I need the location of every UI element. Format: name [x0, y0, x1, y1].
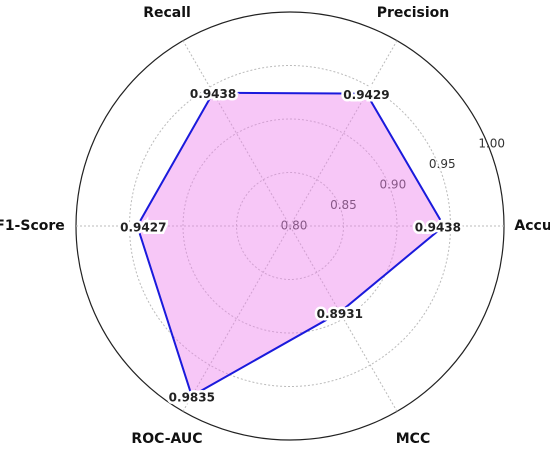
value-label: 0.9429	[343, 88, 389, 102]
r-tick-label: 0.85	[330, 198, 357, 212]
value-label: 0.9438	[415, 221, 461, 235]
r-tick-label: 0.90	[379, 178, 406, 192]
value-label: 0.9835	[169, 391, 215, 405]
value-label: 0.9427	[120, 221, 166, 235]
r-tick-label: 1.00	[478, 137, 505, 151]
category-label: F1-Score	[0, 218, 65, 234]
r-tick-label: 0.95	[429, 157, 456, 171]
r-tick-label: 0.80	[281, 219, 308, 233]
category-label: Recall	[143, 5, 191, 21]
category-label: Precision	[377, 5, 449, 21]
category-label: Accuracy	[514, 218, 550, 234]
category-label: MCC	[396, 431, 430, 447]
value-label: 0.9438	[190, 87, 236, 101]
radar-area	[136, 91, 446, 398]
category-label: ROC-AUC	[131, 431, 202, 447]
grid-circle	[182, 118, 398, 334]
value-label: 0.8931	[317, 307, 363, 321]
